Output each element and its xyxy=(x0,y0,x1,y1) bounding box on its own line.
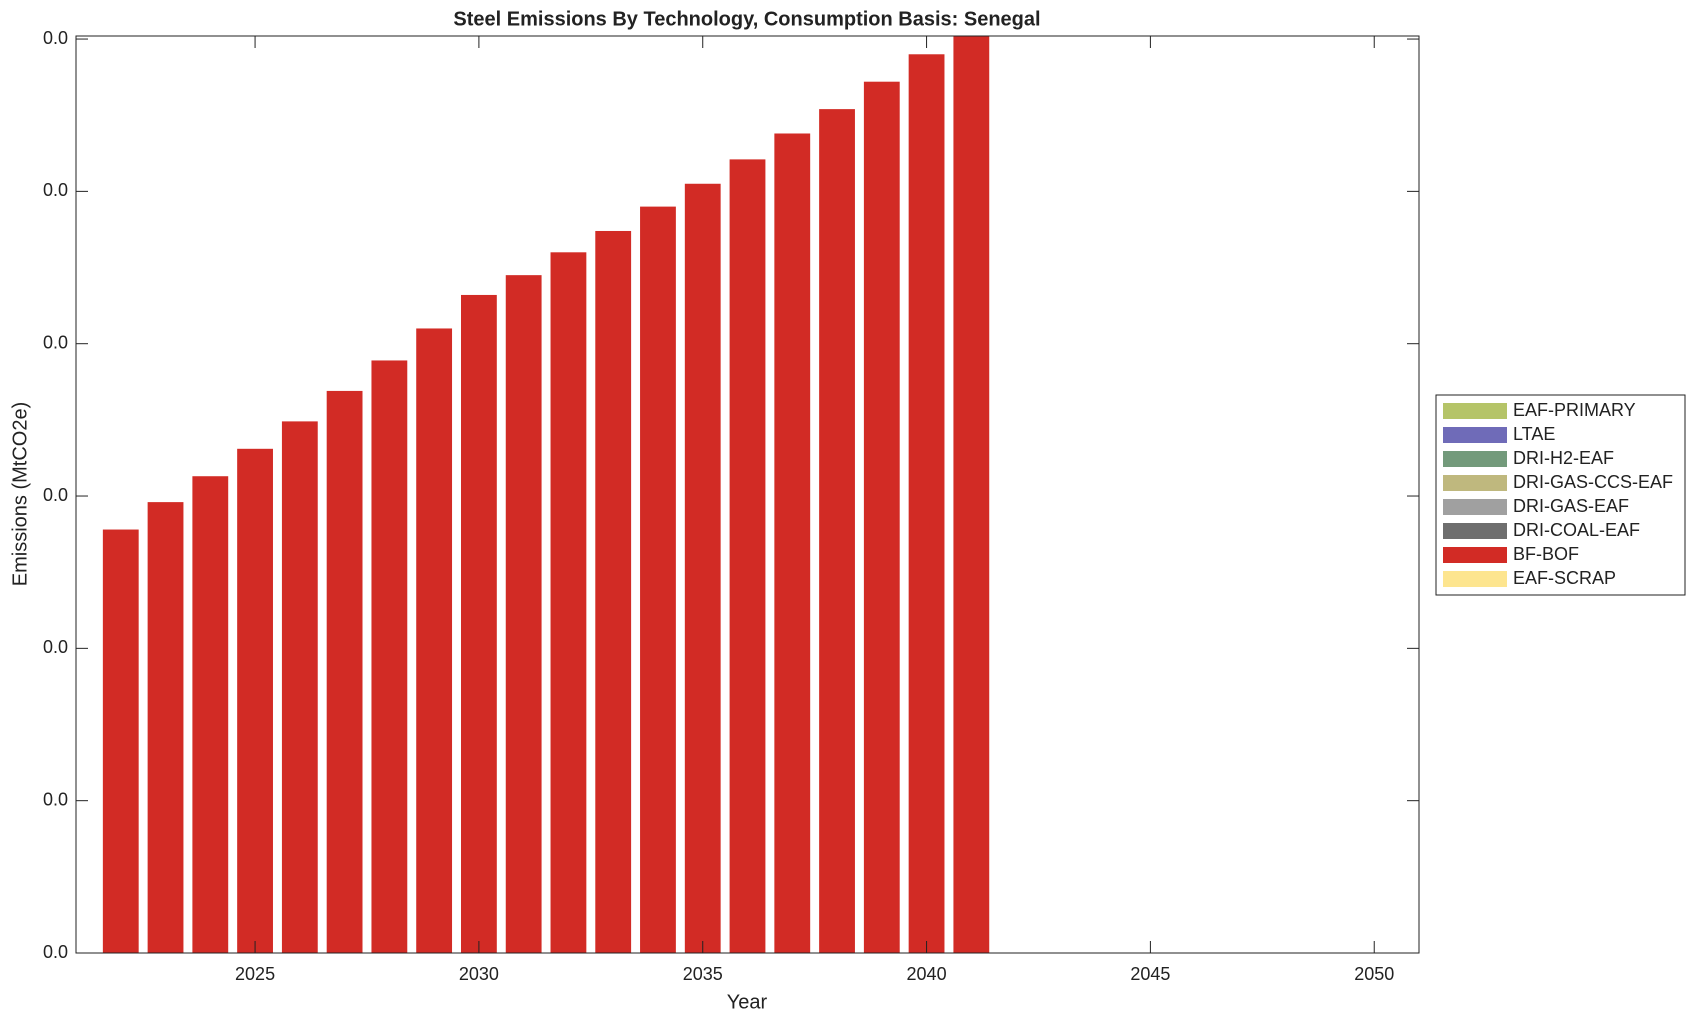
y-tick-label: 0.0 xyxy=(43,789,68,809)
y-axis-label: Emissions (MtCO2e) xyxy=(9,402,31,586)
legend-label: LTAE xyxy=(1513,424,1555,444)
legend-swatch xyxy=(1443,451,1507,467)
bar xyxy=(281,421,318,953)
y-tick-label: 0.0 xyxy=(43,637,68,657)
legend-label: DRI-H2-EAF xyxy=(1513,448,1614,468)
legend-swatch xyxy=(1443,403,1507,419)
y-tick-label: 0.0 xyxy=(43,180,68,200)
x-tick-label: 2030 xyxy=(459,964,499,984)
bar xyxy=(953,36,990,953)
bar xyxy=(595,230,632,953)
bar xyxy=(147,502,184,953)
legend-label: EAF-PRIMARY xyxy=(1513,400,1636,420)
legend-label: DRI-COAL-EAF xyxy=(1513,520,1640,540)
legend-swatch xyxy=(1443,523,1507,539)
x-tick-label: 2040 xyxy=(907,964,947,984)
bar xyxy=(729,159,766,953)
legend-label: DRI-GAS-CCS-EAF xyxy=(1513,472,1673,492)
bar xyxy=(237,448,273,953)
x-tick-label: 2025 xyxy=(235,964,275,984)
y-tick-label: 0.0 xyxy=(43,332,68,352)
plot-area xyxy=(102,36,990,953)
legend-swatch xyxy=(1443,475,1507,491)
x-tick-label: 2035 xyxy=(683,964,723,984)
legend-swatch xyxy=(1443,427,1507,443)
y-tick-label: 0.0 xyxy=(43,485,68,505)
bar xyxy=(550,252,587,953)
bar xyxy=(416,328,453,953)
axes-box xyxy=(75,35,1420,954)
bar xyxy=(102,529,139,953)
legend-swatch xyxy=(1443,571,1507,587)
bar xyxy=(908,54,945,953)
y-tick-label: 0.0 xyxy=(43,942,68,962)
y-tick-label: 0.0 xyxy=(43,28,68,48)
legend-swatch xyxy=(1443,499,1507,515)
chart-title: Steel Emissions By Technology, Consumpti… xyxy=(453,8,1040,30)
bar xyxy=(326,390,363,953)
legend-label: EAF-SCRAP xyxy=(1513,568,1616,588)
legend-label: BF-BOF xyxy=(1513,544,1579,564)
bar xyxy=(684,183,721,953)
bar xyxy=(819,109,855,953)
bar xyxy=(863,81,900,953)
legend-label: DRI-GAS-EAF xyxy=(1513,496,1629,516)
bar xyxy=(640,206,676,953)
bar xyxy=(192,476,229,953)
bar xyxy=(460,294,497,953)
x-axis-label: Year xyxy=(727,991,768,1013)
bar xyxy=(371,360,408,953)
x-tick-label: 2045 xyxy=(1130,964,1170,984)
bar xyxy=(774,133,811,953)
bar xyxy=(505,275,542,953)
x-tick-label: 2050 xyxy=(1354,964,1394,984)
legend-swatch xyxy=(1443,547,1507,563)
